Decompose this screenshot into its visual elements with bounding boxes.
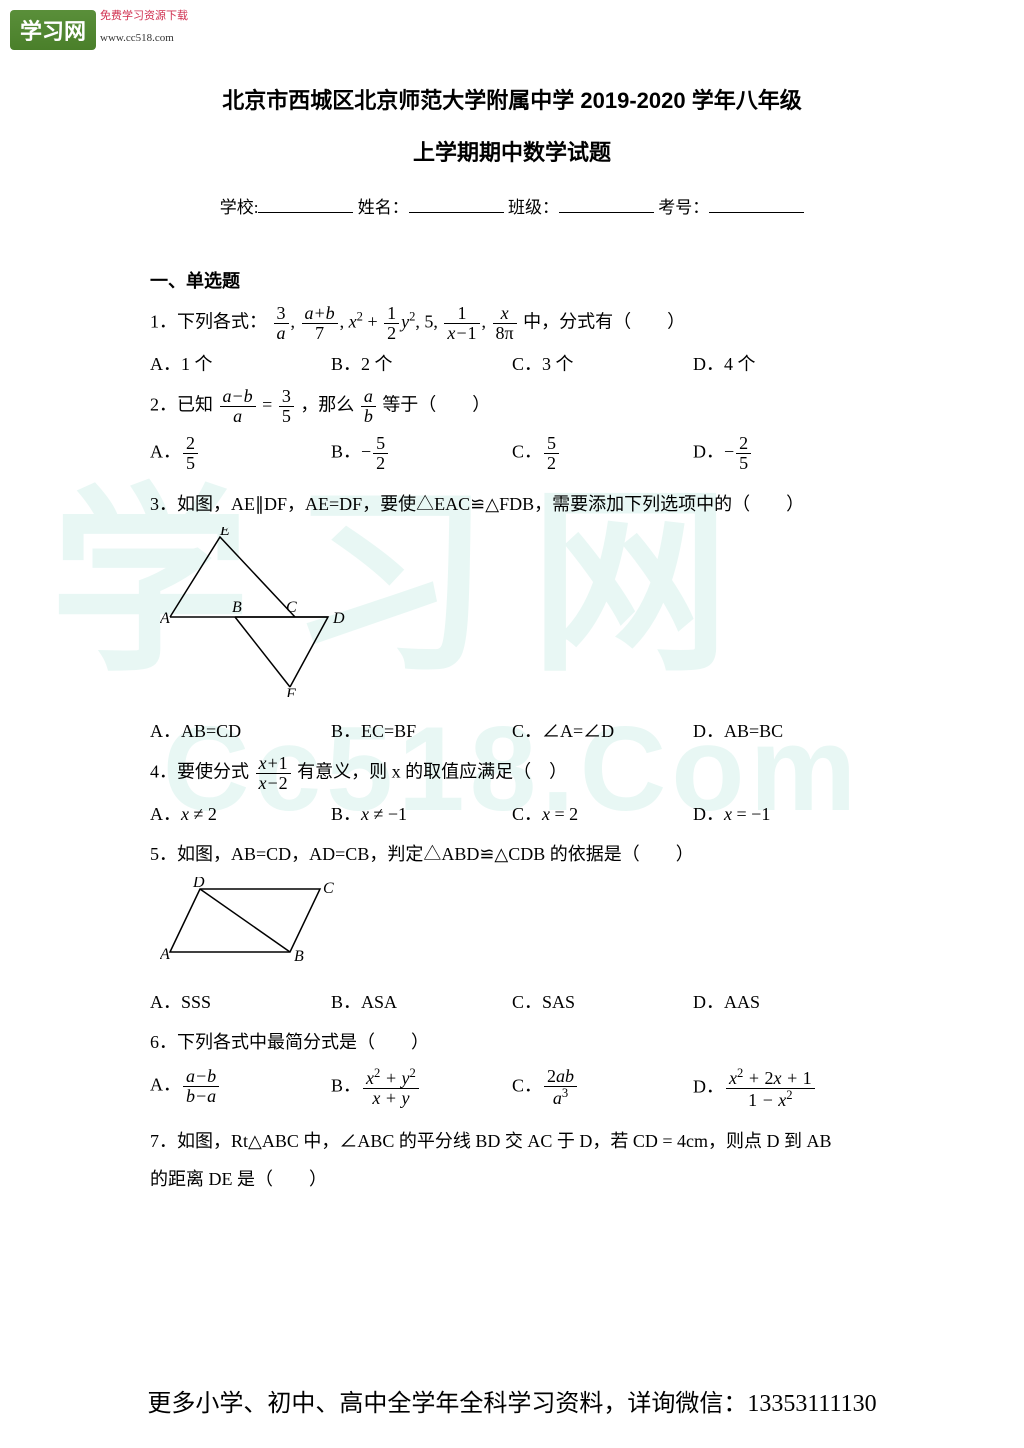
svg-text:D: D (192, 877, 205, 891)
blank-class (559, 196, 654, 213)
label-name: 姓名： (358, 198, 409, 217)
section-1-heading: 一、单选题 (150, 264, 874, 298)
blank-examno (709, 196, 804, 213)
q3-optA: A．AB=CD (150, 714, 331, 748)
q1-optB: B．2 个 (331, 347, 512, 381)
blank-name (409, 196, 504, 213)
q1-expr5: 1x−1 (444, 304, 479, 343)
svg-text:B: B (294, 948, 304, 965)
question-3-stem: 3．如图，AE∥DF，AE=DF，要使△EAC≌△FDB，需要添加下列选项中的（… (150, 487, 874, 521)
q2-rhs: 35 (279, 387, 294, 426)
logo-sub: 免费学习资源下载 (100, 10, 188, 22)
q4-options: A．x ≠ 2 B．x ≠ −1 C．x = 2 D．x = −1 (150, 797, 874, 831)
svg-text:F: F (285, 686, 296, 697)
q2-stem-b: ，那么 (300, 395, 354, 415)
q2-optD: D．−25 (693, 434, 874, 473)
q5-optC: C．SAS (512, 985, 693, 1019)
page-footer: 更多小学、初中、高中全学年全科学习资料，详询微信：13353111130 (0, 1383, 1024, 1418)
q1-optA: A．1 个 (150, 347, 331, 381)
student-info-line: 学校: 姓名： 班级： 考号： (150, 192, 874, 224)
logo-url: www.cc518.com (100, 32, 174, 44)
q4-optB: B．x ≠ −1 (331, 797, 512, 831)
q1-optC: C．3 个 (512, 347, 693, 381)
question-2: 2．已知 a−ba = 35 ，那么 ab 等于（ ） (150, 387, 874, 426)
q5-options: A．SSS B．ASA C．SAS D．AAS (150, 985, 874, 1019)
q1-expr6: x8π (493, 304, 517, 343)
q4-frac: x+1x−2 (256, 754, 291, 793)
svg-text:D: D (332, 610, 345, 627)
svg-text:C: C (286, 599, 297, 616)
q1-expr3: x (349, 312, 357, 332)
label-class: 班级： (508, 198, 559, 217)
q4-stem-b: 有意义，则 x 的取值应满足（ ） (297, 762, 567, 782)
q2-stem-a: 2．已知 (150, 395, 213, 415)
q1-stem-a: 1．下列各式： (150, 312, 267, 332)
q5-optA: A．SSS (150, 985, 331, 1019)
q1-expr1: 3a (274, 304, 289, 343)
page-subtitle: 上学期期中数学试题 (150, 132, 874, 174)
question-7-line1: 7．如图，Rt△ABC 中，∠ABC 的平分线 BD 交 AC 于 D，若 CD… (150, 1124, 874, 1158)
q3-options: A．AB=CD B．EC=BF C．∠A=∠D D．AB=BC (150, 714, 874, 748)
q3-optD: D．AB=BC (693, 714, 874, 748)
q2-optC: C．52 (512, 434, 693, 473)
q1-expr2: a+b7 (302, 304, 338, 343)
q1-expr3b: 12 (384, 304, 399, 343)
svg-text:B: B (232, 599, 242, 616)
svg-text:C: C (323, 880, 334, 897)
q6-options: A．a−bb−a B．x2 + y2x + y C．2aba3 D．x2 + 2… (150, 1067, 874, 1110)
site-logo: 学习网 免费学习资源下载 www.cc518.com (10, 10, 188, 50)
q2-options: A．25 B．−52 C．52 D．−25 (150, 434, 874, 473)
question-4: 4．要使分式 x+1x−2 有意义，则 x 的取值应满足（ ） (150, 754, 874, 793)
q4-optC: C．x = 2 (512, 797, 693, 831)
svg-text:A: A (160, 610, 170, 627)
q2-optB: B．−52 (331, 434, 512, 473)
q4-stem-a: 4．要使分式 (150, 762, 249, 782)
q6-optD: D．x2 + 2x + 11 − x2 (693, 1067, 874, 1110)
question-5-stem: 5．如图，AB=CD，AD=CB，判定△ABD≌△CDB 的依据是（ ） (150, 837, 874, 871)
q2-lhs: a−ba (220, 387, 256, 426)
q4-optA: A．x ≠ 2 (150, 797, 331, 831)
q6-optC: C．2aba3 (512, 1067, 693, 1110)
page-title: 北京市西城区北京师范大学附属中学 2019-2020 学年八年级 (150, 80, 874, 122)
q1-stem-b: 中，分式有（ ） (523, 312, 685, 332)
blank-school (258, 196, 353, 213)
q1-optD: D．4 个 (693, 347, 874, 381)
document-page: 北京市西城区北京师范大学附属中学 2019-2020 学年八年级 上学期期中数学… (0, 0, 1024, 1240)
svg-text:E: E (219, 527, 230, 539)
q6-optA: A．a−bb−a (150, 1067, 331, 1110)
q6-optB: B．x2 + y2x + y (331, 1067, 512, 1110)
question-6-stem: 6．下列各式中最简分式是（ ） (150, 1025, 874, 1059)
q3-figure: E A B C D F (160, 527, 874, 708)
q2-stem-c: 等于（ ） (382, 395, 490, 415)
q5-optD: D．AAS (693, 985, 874, 1019)
question-1: 1．下列各式： 3a, a+b7, x2 + 12y2, 5, 1x−1, x8… (150, 304, 874, 343)
logo-main: 学习网 (10, 10, 96, 50)
q3-optB: B．EC=BF (331, 714, 512, 748)
q3-optC: C．∠A=∠D (512, 714, 693, 748)
q2-ab: ab (361, 387, 376, 426)
label-school: 学校: (220, 198, 259, 217)
q5-figure: D C A B (160, 877, 874, 978)
q2-optA: A．25 (150, 434, 331, 473)
label-examno: 考号： (658, 198, 709, 217)
svg-text:A: A (160, 946, 170, 963)
q5-optB: B．ASA (331, 985, 512, 1019)
q4-optD: D．x = −1 (693, 797, 874, 831)
q1-options: A．1 个 B．2 个 C．3 个 D．4 个 (150, 347, 874, 381)
question-7-line2: 的距离 DE 是（ ） (150, 1162, 874, 1196)
